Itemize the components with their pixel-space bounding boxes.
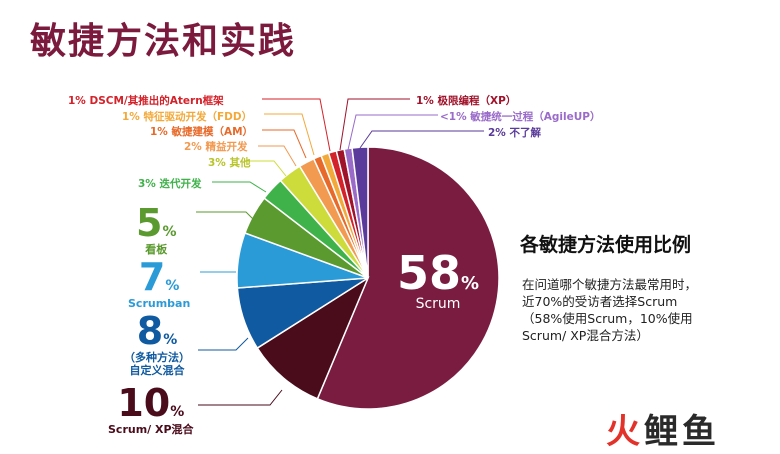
desc-line-4: Scrum/ XP混合方法）	[522, 328, 649, 343]
desc-line-1: 在问道哪个敏捷方法最常用时，	[522, 277, 698, 292]
scrum-value: 58	[396, 246, 461, 300]
kanban-value: 5	[136, 201, 163, 245]
kanban-label: 5% 看板	[136, 204, 176, 255]
leader-line-6	[258, 145, 297, 167]
pie-slice-0	[316, 146, 500, 410]
agileup-label: <1% 敏捷统一过程（AgileUP）	[440, 111, 601, 123]
lean-label: 2% 精益开发	[184, 141, 248, 153]
leader-line-12	[359, 130, 484, 149]
hybrid-label: 10% Scrum/ XP混合	[108, 384, 194, 435]
custom-caption-2: 自定义混合	[129, 364, 185, 377]
leader-line-5	[246, 160, 287, 177]
scrumban-label: 7% Scrumban	[128, 258, 190, 309]
pie-slice-1	[256, 276, 370, 400]
scrumban-caption: Scrumban	[128, 297, 191, 310]
side-title: 各敏捷方法使用比例	[520, 234, 692, 256]
unknown-label: 2% 不了解	[488, 127, 541, 139]
watermark-logo: 火鲤鱼	[606, 404, 720, 453]
scrum-pct: %	[460, 273, 480, 294]
watermark-part-1: 火	[606, 412, 644, 452]
leader-line-11	[347, 114, 438, 151]
iter-label: 3% 迭代开发	[138, 178, 202, 190]
side-description: 在问道哪个敏捷方法最常用时， 近70%的受访者选择Scrum （58%使用Scr…	[522, 276, 752, 344]
dscm-label: 1% DSCM/其推出的Atern框架	[68, 95, 224, 107]
hybrid-caption: Scrum/ XP混合	[108, 423, 194, 436]
desc-line-2: 近70%的受访者选择Scrum	[522, 294, 678, 309]
scrum-caption: Scrum	[415, 296, 461, 312]
am-label: 1% 敏捷建模（AM）	[150, 126, 254, 138]
leader-line-3	[196, 211, 259, 225]
leader-line-9	[262, 98, 331, 152]
kanban-pct: %	[162, 224, 177, 240]
custom-pct: %	[163, 332, 178, 348]
custom-caption-1: （多种方法）	[124, 351, 190, 364]
other-label: 3% 其他	[208, 157, 251, 169]
page-title: 敏捷方法和实践	[30, 21, 297, 62]
scrumban-pct: %	[165, 278, 180, 294]
leader-line-4	[212, 181, 267, 193]
leader-line-0	[198, 389, 283, 406]
hybrid-value: 10	[117, 381, 171, 425]
custom-label: 8% （多种方法） 自定义混合	[124, 312, 190, 376]
leader-line-10	[339, 98, 410, 151]
watermark-part-2: 鲤鱼	[644, 412, 720, 452]
leader-line-7	[262, 129, 307, 159]
scrum-center-label: 58% Scrum	[388, 250, 488, 312]
scrumban-value: 7	[138, 255, 166, 299]
custom-value: 8	[136, 309, 164, 353]
fdd-label: 1% 特征驱动开发（FDD）	[122, 111, 253, 123]
leader-line-8	[264, 113, 315, 156]
hybrid-pct: %	[170, 404, 185, 420]
xp-label: 1% 极限编程（XP）	[416, 95, 517, 107]
leader-line-1	[198, 337, 249, 351]
desc-line-3: （58%使用Scrum，10%使用	[522, 311, 693, 326]
kanban-caption: 看板	[145, 243, 168, 256]
